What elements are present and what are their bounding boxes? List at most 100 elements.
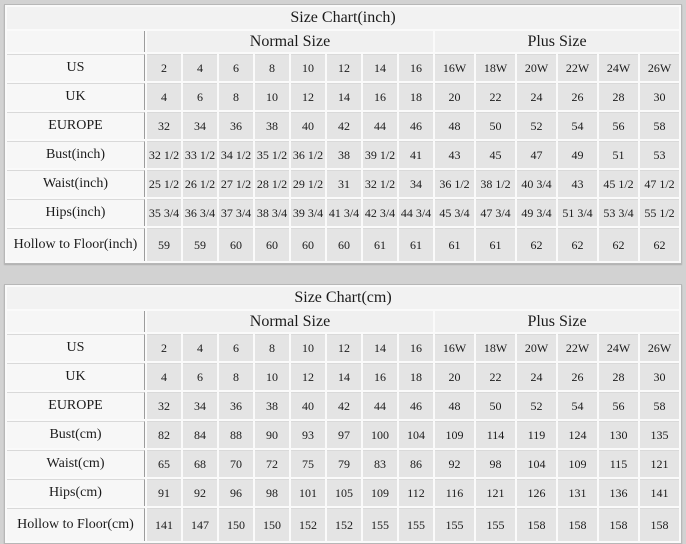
table-cell: 45 3/4 <box>435 199 474 226</box>
table-cell: 47 1/2 <box>640 170 679 197</box>
table-row: EUROPE 32 34 36 38 40 42 44 46 48 50 52 54 56 58 <box>7 392 679 419</box>
table-cell: 83 <box>363 450 397 477</box>
table-cell: 50 <box>476 112 515 139</box>
table-title: Size Chart(cm) <box>7 287 679 309</box>
table-cell: 36 <box>219 112 253 139</box>
table-cell: 10 <box>291 54 325 81</box>
table-cell: 38 1/2 <box>476 170 515 197</box>
table-cell: 48 <box>435 392 474 419</box>
table-cell: 26 <box>558 363 597 390</box>
table-cell: 98 <box>255 479 289 506</box>
table-cell: 20 <box>435 83 474 110</box>
corner-cell <box>7 31 145 52</box>
table-cell: 39 3/4 <box>291 199 325 226</box>
table-cell: 18 <box>399 83 433 110</box>
table-cell: 32 1/2 <box>363 170 397 197</box>
table-cell: 28 1/2 <box>255 170 289 197</box>
table-row: Hips(cm) 91 92 96 98 101 105 109 112 116 121 126 131… <box>7 479 679 506</box>
table-cell: 41 3/4 <box>327 199 361 226</box>
table-cell: 75 <box>291 450 325 477</box>
table-cell: 150 <box>219 508 253 541</box>
table-cell: 22W <box>558 54 597 81</box>
table-cell: 54 <box>558 112 597 139</box>
table-row: UK 4 6 8 10 12 14 16 18 20 22 24 26 28 30 <box>7 83 679 110</box>
table-cell: 62 <box>517 228 556 261</box>
size-chart-cm-table: Size Chart(cm) Normal Size Plus Size US 2 4 6 8… <box>4 284 682 544</box>
table-cell: 152 <box>327 508 361 541</box>
table-cell: 16 <box>399 54 433 81</box>
table-cell: 34 <box>183 392 217 419</box>
size-chart-inch-table: Size Chart(inch) Normal Size Plus Size US 2 4… <box>4 4 682 264</box>
table-cell: 31 <box>327 170 361 197</box>
table-cell: 12 <box>327 54 361 81</box>
table-cell: 28 <box>599 83 638 110</box>
table-cell: 24W <box>599 334 638 361</box>
table-cell: 34 <box>399 170 433 197</box>
table-cell: 22 <box>476 83 515 110</box>
table-row: US 2 4 6 8 10 12 14 16 16W 18W 20W 22W 24W 26W <box>7 54 679 81</box>
row-label: EUROPE <box>7 392 145 419</box>
table-cell: 42 <box>327 392 361 419</box>
table-cell: 47 3/4 <box>476 199 515 226</box>
table-cell: 20 <box>435 363 474 390</box>
table-cell: 51 3/4 <box>558 199 597 226</box>
table-cell: 18W <box>476 54 515 81</box>
table-cell: 109 <box>363 479 397 506</box>
table-cell: 34 1/2 <box>219 141 253 168</box>
table-cell: 141 <box>640 479 679 506</box>
table-cell: 8 <box>255 54 289 81</box>
table-cell: 46 <box>399 392 433 419</box>
group-header-plus-size: Plus Size <box>435 31 679 52</box>
table-cell: 124 <box>558 421 597 448</box>
row-label: Hollow to Floor(cm) <box>7 508 145 541</box>
table-cell: 22 <box>476 363 515 390</box>
table-cell: 43 <box>558 170 597 197</box>
table-cell: 16 <box>363 83 397 110</box>
table-cell: 33 1/2 <box>183 141 217 168</box>
table-cell: 155 <box>399 508 433 541</box>
table-cell: 42 <box>327 112 361 139</box>
table-cell: 100 <box>363 421 397 448</box>
table-cell: 105 <box>327 479 361 506</box>
table-cell: 16W <box>435 54 474 81</box>
table-cell: 48 <box>435 112 474 139</box>
table-cell: 24 <box>517 363 556 390</box>
table-cell: 79 <box>327 450 361 477</box>
table-cell: 20W <box>517 334 556 361</box>
table-cell: 6 <box>183 363 217 390</box>
table-cell: 14 <box>363 54 397 81</box>
table-cell: 55 1/2 <box>640 199 679 226</box>
table-cell: 121 <box>476 479 515 506</box>
row-label: Hips(inch) <box>7 199 145 226</box>
table-cell: 59 <box>183 228 217 261</box>
table-cell: 44 <box>363 112 397 139</box>
table-cell: 4 <box>147 83 181 110</box>
corner-cell <box>7 311 145 332</box>
table-cell: 53 <box>640 141 679 168</box>
table-cell: 61 <box>476 228 515 261</box>
table-cell: 112 <box>399 479 433 506</box>
table-row: Hips(inch) 35 3/4 36 3/4 37 3/4 38 3/4 39 3/4… <box>7 199 679 226</box>
table-cell: 4 <box>147 363 181 390</box>
table-cell: 65 <box>147 450 181 477</box>
row-label: Hollow to Floor(inch) <box>7 228 145 261</box>
table-cell: 30 <box>640 83 679 110</box>
table-cell: 54 <box>558 392 597 419</box>
table-cell: 16 <box>399 334 433 361</box>
table-cell: 62 <box>599 228 638 261</box>
table-cell: 18W <box>476 334 515 361</box>
row-label: UK <box>7 83 145 110</box>
table-cell: 14 <box>327 363 361 390</box>
row-label: EUROPE <box>7 112 145 139</box>
table-cell: 45 1/2 <box>599 170 638 197</box>
table-cell: 52 <box>517 392 556 419</box>
table-cell: 61 <box>399 228 433 261</box>
table-cell: 26 <box>558 83 597 110</box>
table-cell: 104 <box>399 421 433 448</box>
table-cell: 20W <box>517 54 556 81</box>
table-cell: 26W <box>640 334 679 361</box>
table-cell: 6 <box>219 334 253 361</box>
table-row: Hollow to Floor(cm) 141 147 150 150 152 152 155… <box>7 508 679 541</box>
table-cell: 50 <box>476 392 515 419</box>
table-cell: 84 <box>183 421 217 448</box>
